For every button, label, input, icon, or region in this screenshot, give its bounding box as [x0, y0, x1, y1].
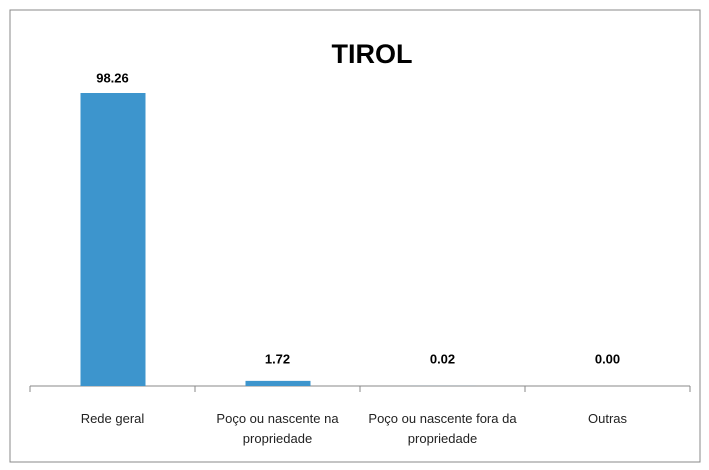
bar [245, 380, 311, 386]
bar [80, 93, 146, 386]
value-label: 0.00 [595, 351, 620, 366]
value-label: 98.26 [96, 70, 129, 85]
value-label: 0.02 [430, 351, 455, 366]
x-tick-label: Poço ou nascente na propriedade [216, 411, 339, 446]
x-tick-label: Poço ou nascente fora da propriedade [368, 411, 517, 446]
value-label: 1.72 [265, 351, 290, 366]
x-tick-label: Rede geral [80, 411, 145, 426]
chart-title: TIROL [332, 39, 413, 69]
x-tick-label: Outras [587, 411, 627, 426]
